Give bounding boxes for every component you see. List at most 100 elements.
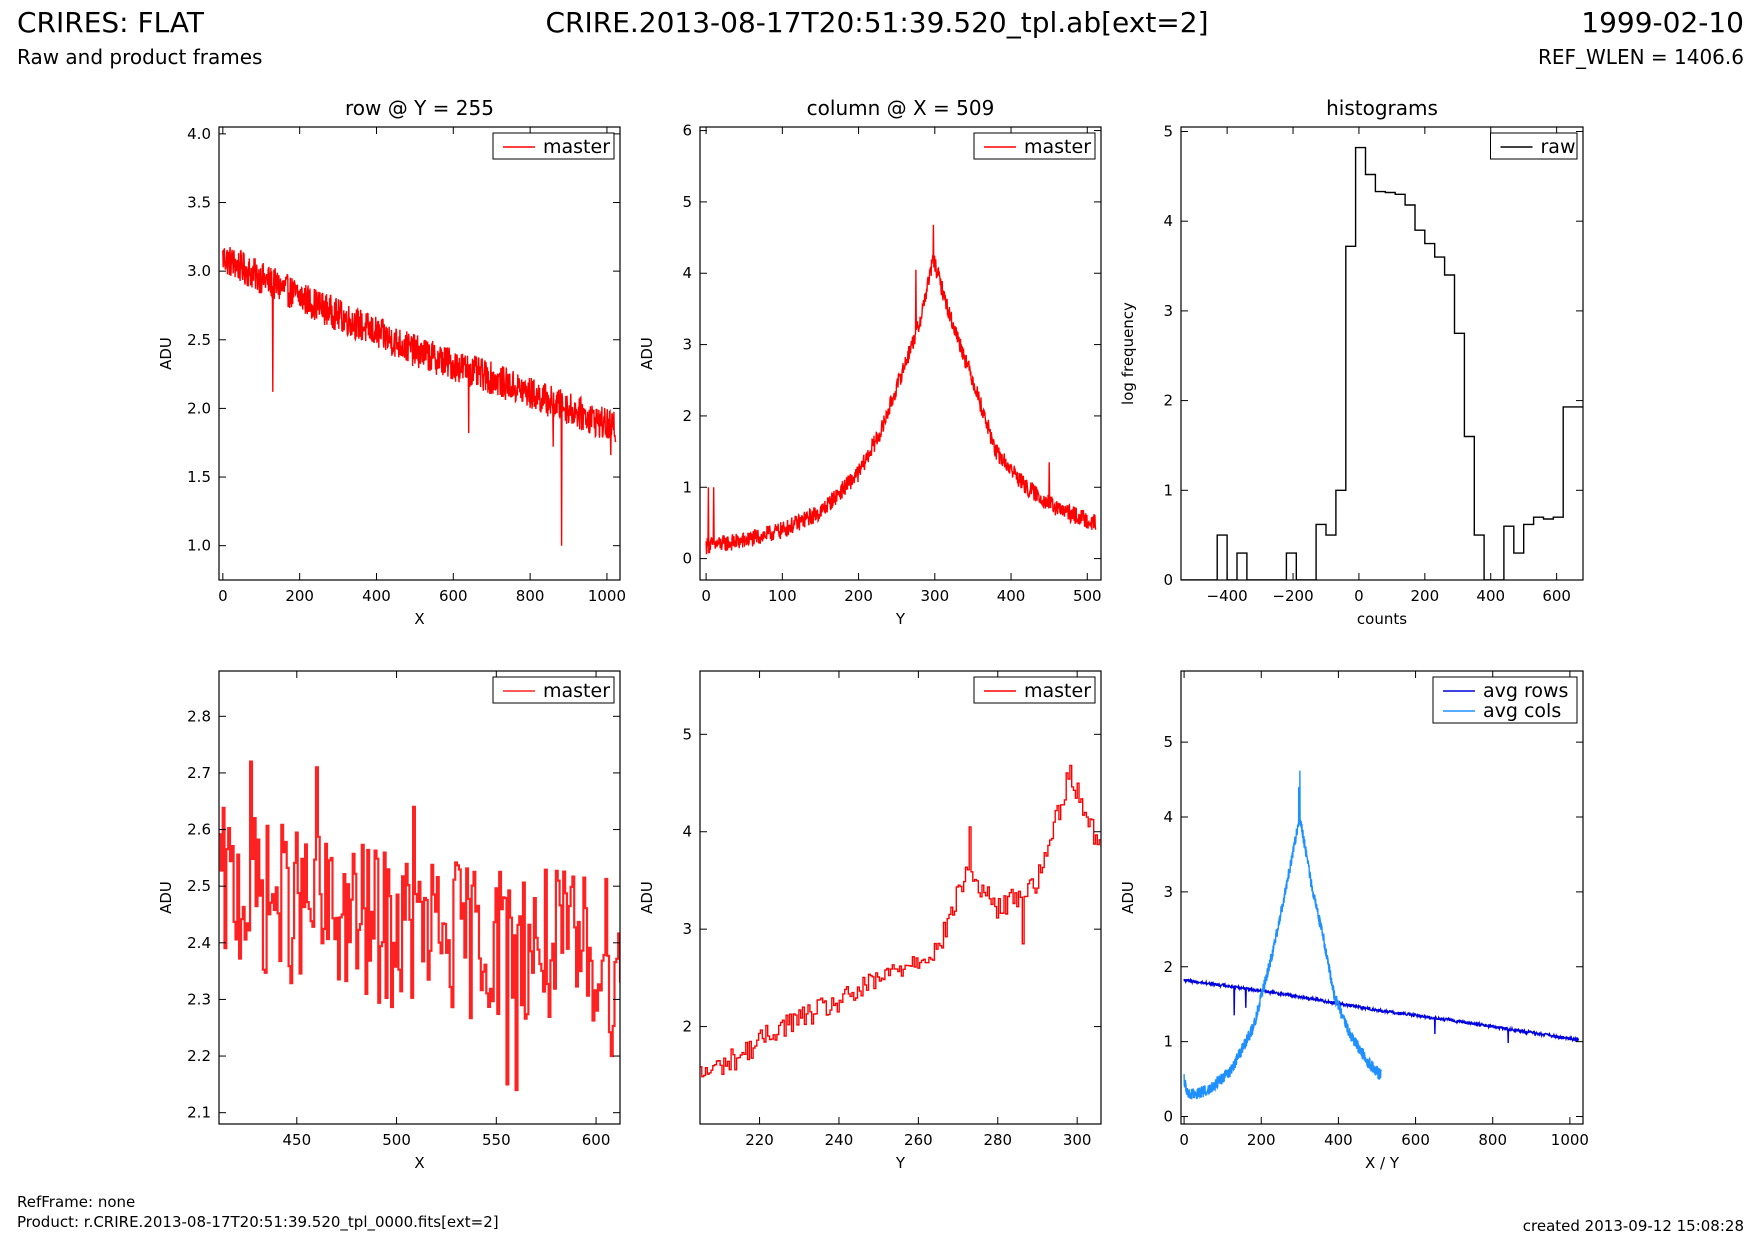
y-tick-label: 2.2 <box>187 1047 211 1065</box>
y-tick-label: 1 <box>1163 481 1173 499</box>
y-tick-label: 3 <box>682 336 692 354</box>
x-tick-label: −400 <box>1207 587 1248 605</box>
y-tick-label: 1 <box>682 478 692 496</box>
y-axis-label: ADU <box>638 337 656 370</box>
x-axis-label: X / Y <box>1365 1154 1400 1172</box>
figure-title-left: CRIRES: FLAT <box>17 6 204 39</box>
plot-frame <box>699 126 1102 581</box>
legend-label: master <box>543 136 610 158</box>
legend: master <box>492 132 615 160</box>
figure-subtitle-right: REF_WLEN = 1406.6 <box>1537 45 1744 69</box>
x-tick-label: 500 <box>1073 587 1102 605</box>
plot-frame <box>1180 670 1584 1125</box>
y-tick-label: 6 <box>682 122 692 140</box>
y-tick-label: 4.0 <box>187 125 211 143</box>
plot-title: column @ X = 509 <box>807 96 995 120</box>
figure-subtitle-left: Raw and product frames <box>17 45 263 69</box>
legend-label: avg rows <box>1483 680 1568 702</box>
y-tick-label: 0 <box>1163 571 1173 589</box>
chart-column-zoom: 220 240 260 280 300 2 3 4 5 Y ADU master <box>638 670 1102 1172</box>
x-tick-label: 300 <box>920 587 949 605</box>
y-tick-label: 0 <box>1163 1108 1173 1126</box>
y-tick-label: 2.5 <box>187 331 211 349</box>
x-tick-label: 0 <box>1354 587 1364 605</box>
x-tick-label: 800 <box>1478 1131 1507 1149</box>
series-master <box>219 760 620 1092</box>
legend-box <box>1432 676 1578 724</box>
footer-created: created 2013-09-12 15:08:28 <box>1522 1217 1744 1235</box>
x-tick-label: 1000 <box>588 587 626 605</box>
legend-label: master <box>1024 680 1091 702</box>
x-tick-label: 600 <box>582 1131 611 1149</box>
series-raw <box>1181 146 1583 580</box>
legend: master <box>973 676 1096 704</box>
x-tick-label: 400 <box>1476 587 1505 605</box>
footer-product: Product: r.CRIRE.2013-08-17T20:51:39.520… <box>17 1213 499 1231</box>
x-axis-label: Y <box>895 1154 906 1172</box>
chart-column: 0 100 200 300 400 500 0 1 2 3 4 5 6 Y ADU column @ X = … <box>638 96 1102 628</box>
x-tick-label: 1000 <box>1551 1131 1589 1149</box>
series-avg-cols <box>1183 770 1382 1100</box>
legend-label: avg cols <box>1483 700 1561 722</box>
y-tick-label: 4 <box>682 264 692 282</box>
plot-title: row @ Y = 255 <box>345 96 494 120</box>
y-tick-label: 2.3 <box>187 990 211 1008</box>
y-axis-label: ADU <box>157 881 175 914</box>
x-tick-label: 400 <box>1324 1131 1353 1149</box>
figure-title-center: CRIRE.2013-08-17T20:51:39.520_tpl.ab[ext… <box>545 6 1209 39</box>
x-tick-label: 280 <box>983 1131 1012 1149</box>
legend-box <box>1490 132 1578 160</box>
footer-refframe: RefFrame: none <box>17 1193 136 1211</box>
legend-box <box>973 132 1096 160</box>
chart-row: 0 200 400 600 800 1000 1.0 1.5 2.0 2.5 3.0 3.5 4.0 X A… <box>157 96 626 628</box>
y-tick-label: 2.5 <box>187 877 211 895</box>
y-tick-label: 0 <box>682 550 692 568</box>
chart-row-zoom: 450 500 550 600 2.1 2.2 2.3 2.4 2.5 2.6 2.7 2.8 X ADU… <box>157 670 621 1172</box>
x-tick-label: 550 <box>482 1131 511 1149</box>
x-tick-label: 240 <box>825 1131 854 1149</box>
x-tick-label: 200 <box>1411 587 1440 605</box>
y-tick-label: 2 <box>682 1018 692 1036</box>
y-axis-label: ADU <box>1119 881 1137 914</box>
y-tick-label: 3 <box>682 920 692 938</box>
figure-title-right: 1999-02-10 <box>1581 6 1744 39</box>
series-avg-rows <box>1183 977 1580 1044</box>
x-axis-label: X <box>414 1154 424 1172</box>
y-axis-label: ADU <box>638 881 656 914</box>
legend-label: master <box>1024 136 1091 158</box>
y-tick-label: 2 <box>1163 392 1173 410</box>
y-tick-label: 1.5 <box>187 468 211 486</box>
y-tick-label: 2.6 <box>187 821 211 839</box>
plot-frame <box>1180 126 1584 581</box>
x-tick-label: 100 <box>768 587 797 605</box>
y-tick-label: 2 <box>682 407 692 425</box>
chart-averages: 0 200 400 600 800 1000 0 1 2 3 4 5 X / Y ADU avg rowsa… <box>1119 670 1589 1172</box>
legend: master <box>492 676 615 704</box>
y-tick-label: 3 <box>1163 302 1173 320</box>
series-master <box>705 224 1097 555</box>
x-tick-label: −200 <box>1272 587 1313 605</box>
x-axis-label: counts <box>1357 610 1407 628</box>
y-tick-label: 4 <box>1163 212 1173 230</box>
legend-label: raw <box>1541 136 1576 158</box>
y-tick-label: 2 <box>1163 958 1173 976</box>
legend-label: master <box>543 680 610 702</box>
y-tick-label: 1.0 <box>187 537 211 555</box>
x-tick-label: 500 <box>382 1131 411 1149</box>
x-axis-label: X <box>414 610 424 628</box>
y-tick-label: 2.7 <box>187 764 211 782</box>
y-tick-label: 3.5 <box>187 194 211 212</box>
y-tick-label: 2.0 <box>187 399 211 417</box>
y-axis-label: log frequency <box>1119 302 1137 405</box>
x-tick-label: 400 <box>997 587 1026 605</box>
x-tick-label: 220 <box>745 1131 774 1149</box>
y-tick-label: 2.4 <box>187 934 211 952</box>
legend-box <box>973 676 1096 704</box>
legend-box <box>492 676 615 704</box>
series-master <box>222 247 617 546</box>
x-tick-label: 600 <box>1401 1131 1430 1149</box>
plot-title: histograms <box>1326 96 1438 120</box>
y-tick-label: 3.0 <box>187 262 211 280</box>
